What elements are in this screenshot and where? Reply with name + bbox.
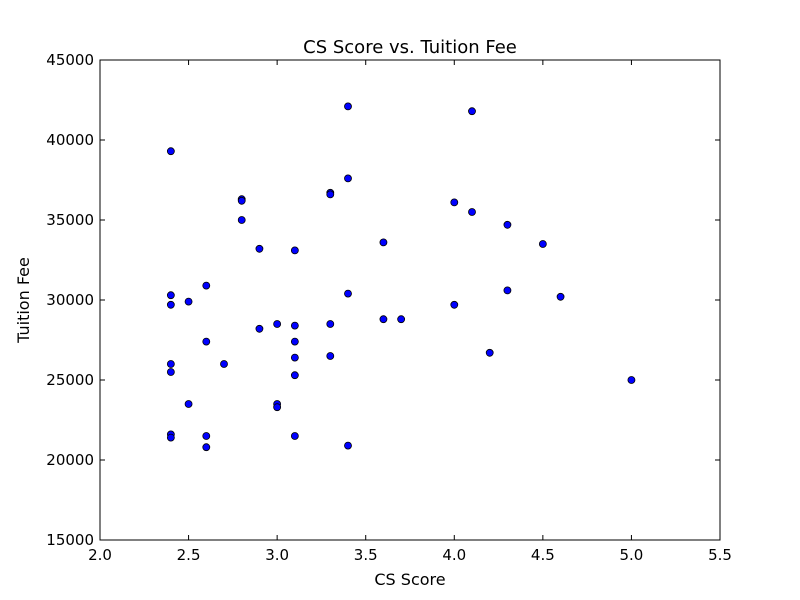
y-axis-label: Tuition Fee <box>14 257 33 344</box>
y-tick-label: 15000 <box>46 531 94 549</box>
data-point <box>290 353 299 362</box>
data-point <box>166 433 175 442</box>
data-point <box>237 196 246 205</box>
data-point <box>166 360 175 368</box>
data-point <box>237 216 246 224</box>
data-point <box>184 297 193 306</box>
data-point <box>273 320 282 328</box>
data-point <box>202 281 211 290</box>
chart-title: CS Score vs. Tuition Fee <box>303 37 517 58</box>
data-point <box>290 246 299 255</box>
data-point <box>344 441 352 450</box>
x-tick-label: 4.0 <box>442 546 466 564</box>
axis-ticks: 2.0 2.5 3.0 3.5 4.0 4.5 5.0 5.5 15000 20000 25000 3… <box>46 51 732 564</box>
y-tick-label: 40000 <box>46 131 94 149</box>
data-point <box>503 286 512 295</box>
x-axis-label: CS Score <box>374 570 445 589</box>
data-point <box>468 208 476 216</box>
y-tick-label: 45000 <box>46 51 94 69</box>
plot-area-frame <box>99 59 721 541</box>
x-tick-label: 4.5 <box>531 546 555 564</box>
data-point <box>468 107 476 116</box>
data-point <box>556 292 565 301</box>
data-point <box>450 198 459 207</box>
data-point <box>326 320 335 328</box>
data-point <box>166 300 175 309</box>
data-point <box>255 324 264 333</box>
y-tick-label: 20000 <box>46 451 94 469</box>
data-point <box>344 102 352 111</box>
x-tick-label: 3.0 <box>265 546 289 564</box>
y-tick-label: 25000 <box>46 371 94 389</box>
data-point <box>202 432 211 440</box>
x-tick-label: 3.5 <box>354 546 378 564</box>
data-point <box>166 291 175 300</box>
data-point <box>450 300 459 309</box>
data-point <box>503 220 512 229</box>
data-point <box>273 403 282 412</box>
y-tick-label: 35000 <box>46 211 94 229</box>
data-point <box>290 337 299 346</box>
data-point <box>326 190 335 199</box>
data-point <box>290 371 299 380</box>
data-point <box>166 368 175 376</box>
data-point <box>397 315 406 324</box>
data-point <box>202 443 211 452</box>
data-point <box>379 315 388 324</box>
x-tick-label: 5.0 <box>619 546 643 564</box>
data-point <box>202 337 211 346</box>
data-point <box>627 376 636 384</box>
x-tick-label: 5.5 <box>708 546 732 564</box>
data-point <box>166 147 175 156</box>
data-point <box>379 238 388 247</box>
data-point <box>538 240 547 248</box>
data-point <box>290 432 299 440</box>
data-point <box>220 360 228 368</box>
data-point <box>184 400 193 408</box>
data-points <box>166 102 636 452</box>
data-point <box>344 174 352 183</box>
data-point <box>326 352 335 360</box>
x-tick-label: 2.0 <box>88 546 112 564</box>
x-tick-label: 2.5 <box>177 546 201 564</box>
y-tick-label: 30000 <box>46 291 94 309</box>
data-point <box>485 348 494 357</box>
data-point <box>290 321 299 330</box>
data-point <box>255 244 264 253</box>
data-point <box>344 289 352 298</box>
